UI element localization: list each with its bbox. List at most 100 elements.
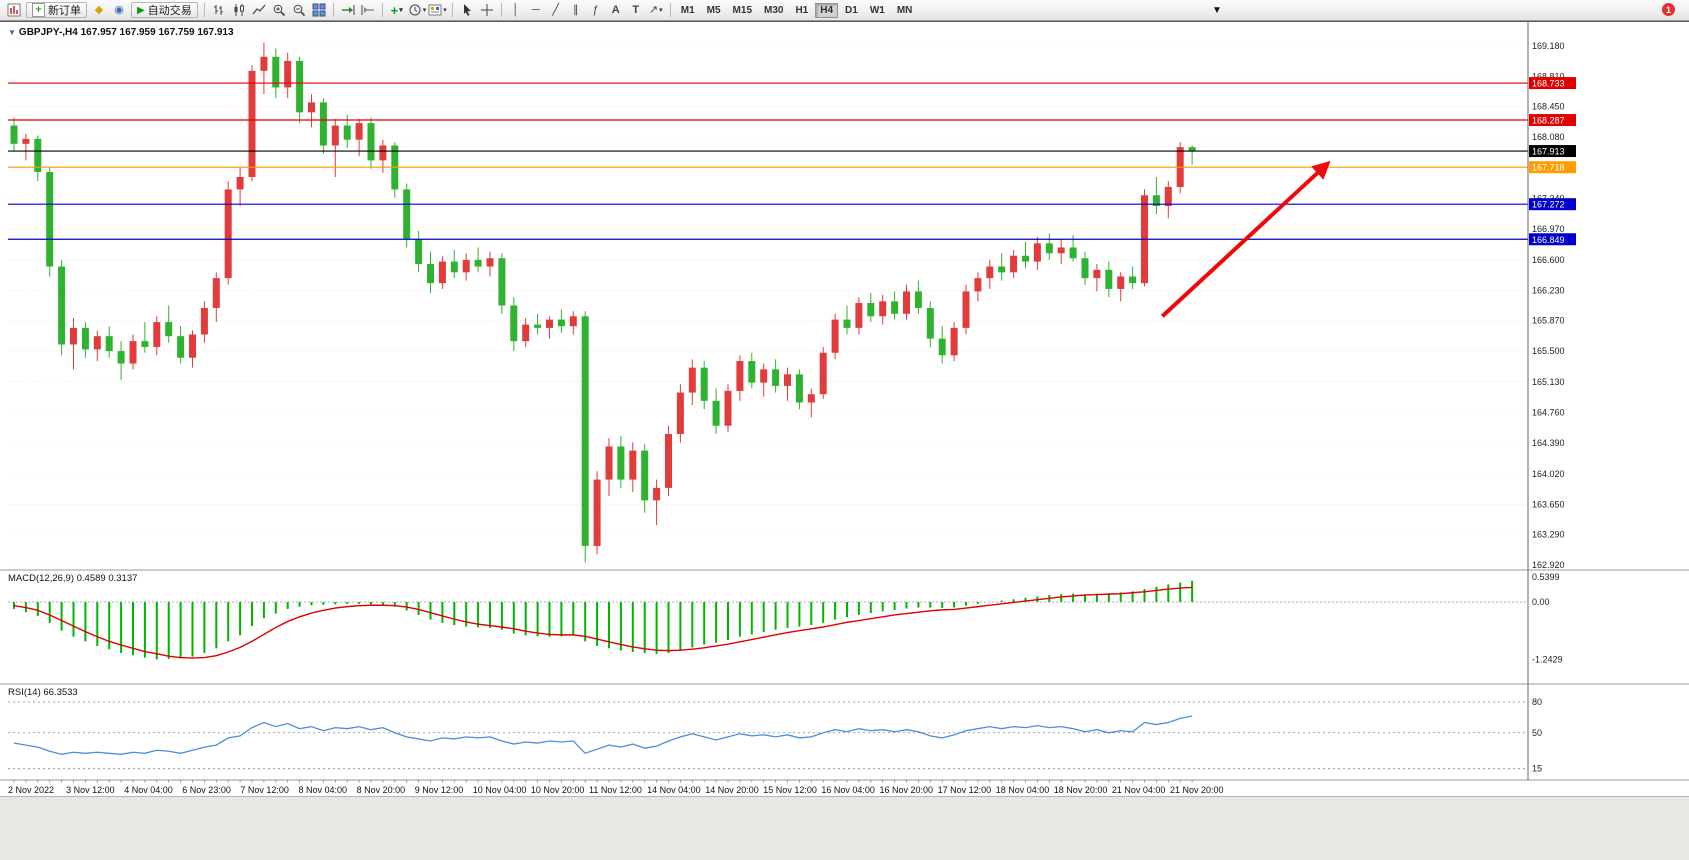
time-axis-label: 21 Nov 04:00 — [1112, 785, 1166, 795]
timeframe-m30-button[interactable]: M30 — [764, 4, 784, 16]
candlestick — [177, 336, 185, 358]
tile-windows-icon[interactable] — [310, 2, 328, 18]
crosshair-icon[interactable] — [478, 2, 496, 18]
macd-axis-label: -1.2429 — [1532, 655, 1563, 665]
candlestick — [903, 291, 910, 314]
text-label-icon[interactable]: T — [632, 3, 640, 16]
price-level-badge-label: 168.287 — [1532, 116, 1565, 126]
candlestick — [998, 266, 1006, 273]
vertical-line-icon[interactable]: │ — [512, 3, 520, 16]
quotes-icon[interactable]: ◆ — [94, 3, 104, 16]
timeframe-m15-button[interactable]: M15 — [732, 4, 752, 16]
price-tick-label: 168.810 — [1532, 72, 1565, 82]
timeframe-buttons: M1 M5 M15 M30 H1 H4 D1 W1 MN — [675, 2, 919, 18]
time-axis-label: 6 Nov 23:00 — [182, 785, 231, 795]
time-axis-label: 4 Nov 04:00 — [124, 785, 173, 795]
new-order-icon: + — [32, 3, 45, 17]
symbol-header: ▼ GBPJPY-,H4 167.957 167.959 167.759 167.… — [8, 27, 234, 38]
time-axis-label: 11 Nov 12:00 — [589, 785, 642, 795]
zoom-out-icon[interactable] — [290, 2, 308, 18]
candlestick — [438, 261, 446, 284]
timeframe-h4-button[interactable]: H4 — [815, 2, 839, 18]
candlestick — [1033, 243, 1041, 262]
candlestick — [212, 278, 220, 308]
price-tick-label: 166.970 — [1532, 224, 1565, 234]
price-tick-label: 165.500 — [1532, 346, 1565, 356]
candlestick — [153, 322, 161, 347]
candlestick — [534, 324, 542, 328]
price-level-badge — [1529, 198, 1576, 211]
time-axis-label: 10 Nov 04:00 — [473, 785, 527, 795]
zoom-in-icon[interactable] — [270, 2, 288, 18]
ohlc-bars-icon[interactable] — [210, 2, 228, 18]
candlestick — [462, 259, 470, 273]
candlestick — [557, 319, 565, 327]
candlestick — [415, 239, 423, 265]
chart-caret-icon[interactable]: ▼ — [8, 28, 16, 37]
price-level-badge-label: 167.718 — [1532, 163, 1565, 173]
period-clock-icon[interactable]: ▾ — [408, 2, 427, 18]
candlestick — [926, 307, 934, 339]
timeframe-h1-button[interactable]: H1 — [795, 4, 809, 16]
auto-scroll-icon[interactable] — [339, 2, 357, 18]
candlestick — [200, 307, 208, 335]
line-chart-icon[interactable] — [250, 2, 268, 18]
cursor-icon[interactable] — [458, 2, 476, 18]
chart-shift-icon[interactable] — [359, 2, 377, 18]
time-axis-label: 9 Nov 12:00 — [415, 785, 464, 795]
fibonacci-icon[interactable]: ƒ — [592, 3, 599, 16]
candlestick — [736, 361, 744, 391]
price-tick-label: 166.230 — [1532, 286, 1565, 296]
candlestick — [427, 264, 434, 284]
candlestick — [236, 176, 244, 190]
candlestick-chart-icon[interactable] — [230, 2, 248, 18]
candlestick — [784, 374, 791, 386]
timeframe-m5-button[interactable]: M5 — [706, 4, 721, 16]
chart-window-icon[interactable] — [5, 2, 23, 18]
price-level-badge-label: 167.272 — [1532, 200, 1565, 210]
candlestick — [772, 369, 780, 386]
candlestick — [1117, 276, 1125, 289]
candlestick — [474, 259, 482, 267]
timeframe-w1-button[interactable]: W1 — [869, 4, 885, 16]
candlestick — [70, 327, 77, 345]
toolbar-separator — [669, 3, 671, 17]
candlestick — [760, 369, 768, 383]
price-tick-label: 169.180 — [1532, 41, 1565, 51]
candlestick — [58, 266, 66, 345]
new-order-button[interactable]: + 新订单 — [26, 2, 87, 18]
notification-badge[interactable]: 1 — [1662, 3, 1675, 16]
trendline-icon[interactable]: ╱ — [552, 3, 560, 16]
rsi-level-label: 15 — [1532, 764, 1542, 774]
timeframe-mn-button[interactable]: MN — [896, 4, 913, 16]
time-axis-label: 7 Nov 12:00 — [240, 785, 289, 795]
candlestick — [296, 60, 304, 113]
price-tick-label: 165.870 — [1532, 315, 1565, 325]
dropdown-caret-icon[interactable]: ▼ — [1212, 5, 1222, 16]
price-level-badge-label: 167.913 — [1532, 147, 1565, 157]
candlestick — [367, 123, 375, 161]
price-tick-label: 165.130 — [1532, 377, 1565, 387]
rsi-level-label: 80 — [1532, 697, 1542, 707]
candlestick — [831, 319, 839, 353]
candlestick — [1105, 269, 1113, 289]
candlestick — [986, 266, 994, 279]
data-window-icon[interactable]: ◉ — [114, 3, 124, 16]
text-icon[interactable]: A — [611, 3, 620, 16]
chevron-down-icon: ▾ — [422, 6, 427, 14]
toolbar-separator — [332, 3, 334, 17]
candlestick — [569, 316, 577, 327]
price-chart[interactable]: 169.180168.810168.450168.080167.710167.3… — [0, 22, 1689, 797]
arrows-tool-icon[interactable]: ↗ ▾ — [648, 3, 663, 16]
auto-trading-button[interactable]: ▶ 自动交易 — [131, 2, 198, 18]
timeframe-m1-button[interactable]: M1 — [680, 4, 695, 16]
add-indicator-icon[interactable]: + ▾ — [390, 2, 403, 18]
candlestick — [653, 487, 661, 501]
candlestick — [34, 138, 42, 173]
candlestick — [819, 352, 827, 395]
timeframe-d1-button[interactable]: D1 — [845, 4, 858, 16]
horizontal-line-icon[interactable]: ─ — [531, 3, 540, 16]
price-tick-label: 164.760 — [1532, 407, 1565, 417]
templates-icon[interactable]: ▾ — [428, 2, 447, 18]
channel-icon[interactable]: ∥ — [572, 3, 579, 16]
